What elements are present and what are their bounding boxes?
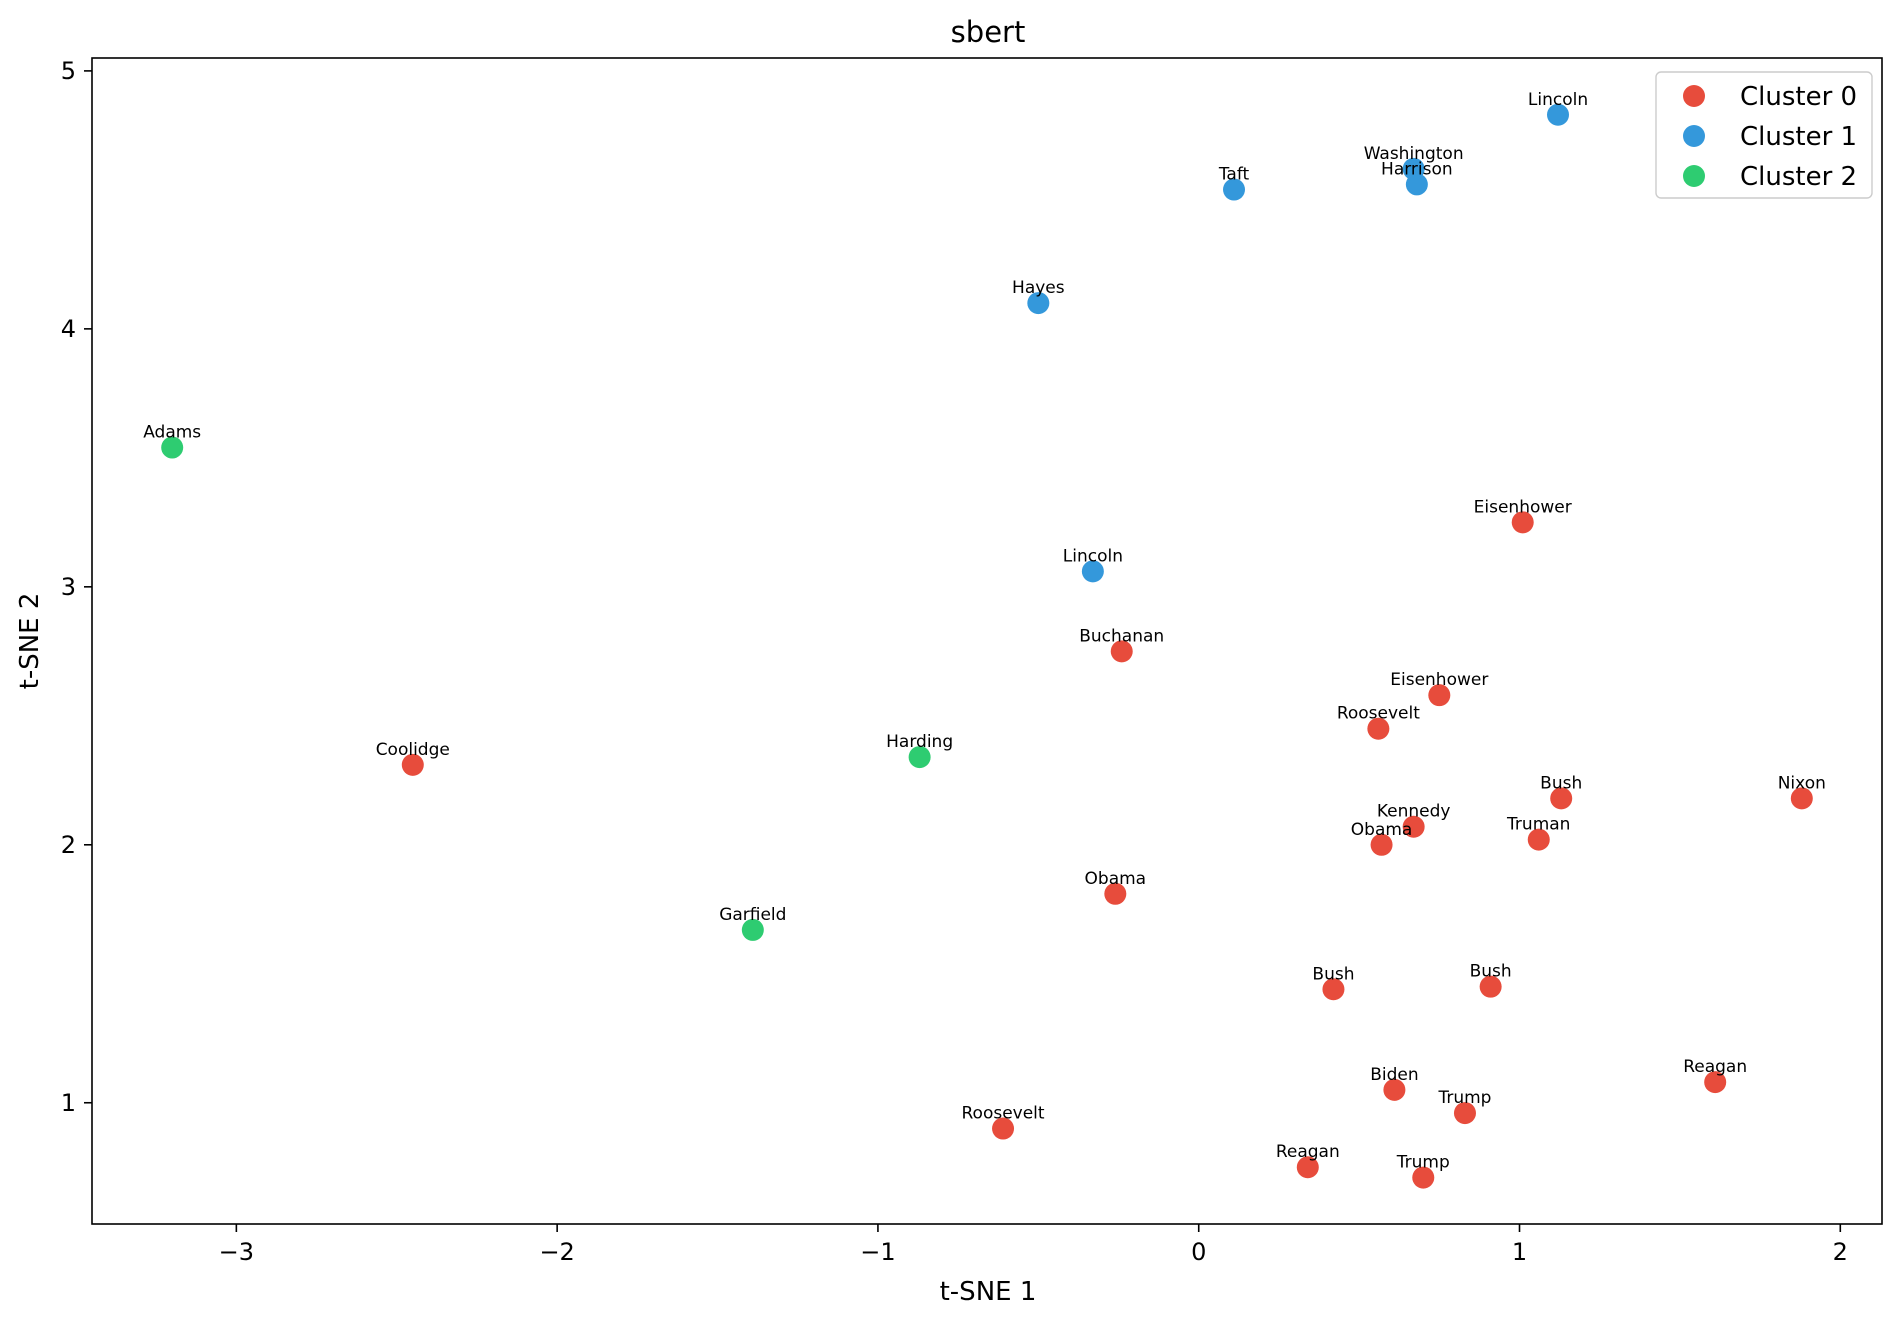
data-point-cluster-0 — [1527, 828, 1550, 851]
point-label: Reagan — [1276, 1142, 1340, 1162]
data-point-cluster-0 — [1296, 1156, 1319, 1179]
point-label: Bush — [1312, 964, 1354, 984]
plot-frame — [91, 57, 1883, 1225]
point-label: Obama — [1351, 820, 1413, 840]
point-label: Harding — [886, 732, 953, 752]
data-point-cluster-0 — [1110, 640, 1133, 663]
point-label: Lincoln — [1528, 90, 1588, 110]
legend-marker — [1683, 165, 1705, 187]
data-point-cluster-0 — [1412, 1166, 1435, 1189]
data-point-cluster-0 — [992, 1117, 1015, 1140]
x-tick-label: 1 — [1512, 1238, 1527, 1266]
x-tick-label: 0 — [1191, 1238, 1206, 1266]
point-label: Bush — [1540, 773, 1582, 793]
legend-marker — [1683, 125, 1705, 147]
data-point-cluster-1 — [1547, 103, 1570, 126]
y-tick-label: 3 — [61, 573, 76, 601]
data-point-cluster-0 — [1322, 978, 1345, 1001]
legend-entry-label: Cluster 0 — [1740, 82, 1857, 112]
point-label: Lincoln — [1063, 546, 1123, 566]
point-label: Adams — [143, 423, 201, 443]
x-tick-label: −3 — [219, 1238, 254, 1266]
legend-entry-label: Cluster 2 — [1740, 162, 1857, 192]
x-axis-label: t-SNE 1 — [940, 1277, 1037, 1307]
legend: Cluster 0 Cluster 1 Cluster 2 — [1655, 71, 1873, 199]
point-label: Taft — [1218, 165, 1250, 185]
legend-entry-label: Cluster 1 — [1740, 122, 1857, 152]
y-tick-label: 4 — [61, 315, 76, 343]
data-point-cluster-1 — [1405, 173, 1428, 196]
data-point-cluster-0 — [401, 753, 424, 776]
data-point-cluster-0 — [1383, 1078, 1406, 1101]
data-point-cluster-2 — [161, 436, 184, 459]
data-point-cluster-0 — [1453, 1102, 1476, 1125]
legend-marker — [1683, 85, 1705, 107]
point-label: Biden — [1370, 1065, 1418, 1085]
data-point-cluster-0 — [1511, 511, 1534, 534]
point-label: Trump — [1396, 1153, 1450, 1173]
point-label: Harrison — [1381, 159, 1453, 179]
y-axis: 1 2 3 4 5 — [61, 57, 92, 1117]
point-label: Truman — [1506, 815, 1570, 835]
chart-title: sbert — [951, 15, 1026, 49]
point-label: Kennedy — [1377, 802, 1451, 822]
data-point-cluster-0 — [1704, 1071, 1727, 1094]
point-label: Nixon — [1778, 773, 1826, 793]
point-label: Coolidge — [376, 740, 450, 760]
data-point-cluster-0 — [1104, 882, 1127, 905]
data-point-cluster-1 — [1081, 560, 1104, 583]
data-point-cluster-0 — [1479, 975, 1502, 998]
x-tick-label: −2 — [539, 1238, 574, 1266]
y-axis-label: t-SNE 2 — [15, 593, 45, 690]
data-point-cluster-2 — [908, 746, 931, 769]
point-label: Obama — [1085, 869, 1147, 889]
point-label: Eisenhower — [1474, 497, 1572, 517]
x-tick-label: 2 — [1833, 1238, 1848, 1266]
data-point-cluster-0 — [1790, 787, 1813, 810]
point-label: Bush — [1470, 962, 1512, 982]
point-label: Washington — [1364, 144, 1464, 164]
point-label: Buchanan — [1079, 626, 1164, 646]
data-point-cluster-1 — [1223, 178, 1246, 201]
x-tick-label: −1 — [860, 1238, 895, 1266]
y-tick-label: 1 — [61, 1089, 76, 1117]
data-point-cluster-0 — [1550, 787, 1573, 810]
legend-box — [1655, 71, 1873, 199]
point-label: Hayes — [1012, 278, 1065, 298]
data-point-cluster-0 — [1367, 717, 1390, 740]
points-layer — [161, 103, 1813, 1189]
point-label: Garfield — [719, 905, 786, 925]
x-axis: −3 −2 −1 0 1 2 — [219, 1224, 1848, 1266]
data-point-cluster-2 — [741, 918, 764, 941]
y-tick-label: 5 — [61, 57, 76, 85]
point-label: Trump — [1437, 1088, 1491, 1108]
point-label: Roosevelt — [962, 1104, 1045, 1124]
point-label: Reagan — [1683, 1057, 1747, 1077]
point-label: Eisenhower — [1390, 670, 1488, 690]
data-point-cluster-1 — [1027, 292, 1050, 315]
point-label: Roosevelt — [1337, 704, 1420, 724]
point-labels-layer: Eisenhower Buchanan Eisenhower Roosevelt Coo… — [143, 90, 1826, 1173]
y-tick-label: 2 — [61, 831, 76, 859]
data-point-cluster-0 — [1402, 815, 1425, 838]
data-point-cluster-0 — [1428, 684, 1451, 707]
data-point-cluster-0 — [1370, 833, 1393, 856]
